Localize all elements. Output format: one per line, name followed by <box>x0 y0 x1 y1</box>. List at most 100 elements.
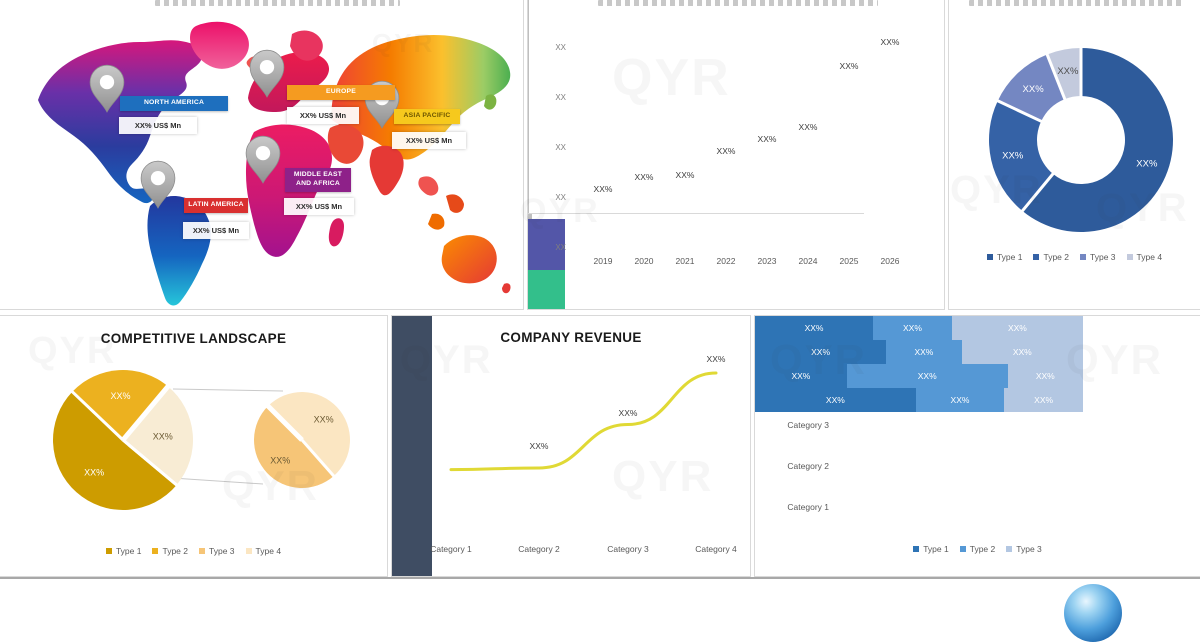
segment-label: XX% <box>1035 371 1055 381</box>
business-legend-item: Type 1 <box>913 544 949 554</box>
x-tick-label: 2022 <box>716 256 736 266</box>
pin-north-america <box>89 64 125 113</box>
segment-Type 3: XX% <box>1007 364 1083 388</box>
x-axis <box>528 213 864 214</box>
legend-marker <box>199 548 205 554</box>
region-label-latin-america: LATIN AMERICA <box>184 198 248 213</box>
region-value-europe: XX% US$ Mn <box>287 107 359 124</box>
legend-marker <box>1033 254 1040 260</box>
donut-slice-Type 2 <box>989 100 1053 211</box>
bar-2019 <box>528 219 565 270</box>
bar-value-label: XX% <box>634 172 654 182</box>
segment-label: XX% <box>1007 323 1027 333</box>
main-pie-slice-label: XX% <box>111 391 131 401</box>
legend-label: Type 1 <box>923 544 949 554</box>
segment-Type 1: XX% <box>755 316 874 340</box>
legend-label: Type 3 <box>1016 544 1042 554</box>
segment-Type 1: XX% <box>755 388 916 412</box>
y-tick-label: XX <box>555 243 566 252</box>
bar-bottom-label: XX% <box>529 512 549 522</box>
slice-gap <box>122 438 179 487</box>
business-revenue-panel: BUSINESS REVENUE Category 4XX%XX%XX%Cate… <box>754 315 1200 577</box>
slice-gap <box>1045 52 1067 101</box>
market-growth-chart-panel: XX XX XX XX XX XX% 2019 XX% 2020 XX% 2021 XX% 2022 XX… <box>527 0 945 310</box>
row-label: Category 3 <box>787 420 829 430</box>
main-pie-slice-Type 2 <box>72 370 168 440</box>
legend-label: Type 1 <box>115 546 142 556</box>
business-legend-item: Type 2 <box>959 544 995 554</box>
segment-Type 3: XX% <box>951 316 1083 340</box>
revenue-line-svg <box>449 371 718 472</box>
segment-label: XX% <box>804 323 824 333</box>
region-value-north-america: XX% US$ Mn <box>119 117 197 134</box>
competitive-legend: Type 1 Type 2 Type 3 Type 4 <box>0 546 387 556</box>
competitive-legend-item: Type 1 <box>105 546 142 556</box>
bar-value-label: XX% <box>839 61 859 71</box>
x-tick-label: 2026 <box>880 256 900 266</box>
bar-Category 2 <box>392 454 432 534</box>
x-tick-label: 2020 <box>634 256 654 266</box>
segment-Type 2: XX% <box>873 316 952 340</box>
globe-logo <box>1064 584 1122 642</box>
legend-label: Type 1 <box>996 252 1023 262</box>
segment-label: XX% <box>811 347 831 357</box>
legend-label: Type 3 <box>1090 252 1116 262</box>
legend-label: Type 2 <box>162 546 188 556</box>
segment-label: XX% <box>914 347 934 357</box>
legend-marker <box>105 548 112 554</box>
donut-legend-item: Type 2 <box>1033 252 1069 262</box>
region-label-europe: EUROPE <box>287 85 395 100</box>
slice-gap <box>265 403 304 442</box>
y-axis <box>528 0 529 213</box>
donut-legend: Type 1 Type 2 Type 3 Type 4 <box>949 252 1200 262</box>
donut-slice-label: XX% <box>1057 66 1079 77</box>
region-label-middle-east-africa: MIDDLE EAST AND AFRICA <box>285 168 351 192</box>
bar-value-label: XX% <box>675 170 695 180</box>
competitive-landscape-panel: COMPETITIVE LANDSCAPE XX% XX% XX% XX% XX% Ty… <box>0 315 388 577</box>
segment-Type 1: XX% <box>755 364 847 388</box>
legend-marker <box>986 254 993 260</box>
segment-label: XX% <box>791 371 811 381</box>
panel-title: COMPETITIVE LANDSCAPE <box>100 331 287 346</box>
secondary-pie-slice-label: XX% <box>270 455 290 465</box>
x-tick-label: 2025 <box>839 256 859 266</box>
pin-europe <box>249 49 285 98</box>
bar-bottom-label: XX% <box>618 512 638 522</box>
slice-gap <box>1020 172 1055 213</box>
region-value-middle-east-africa: XX% US$ Mn <box>284 198 354 215</box>
slice-gap <box>996 99 1043 124</box>
segment-Type 3: XX% <box>961 340 1083 364</box>
bar-value-label: XX% <box>757 134 777 144</box>
competitive-legend-item: Type 4 <box>245 546 281 556</box>
region-label-asia-pacific: ASIA PACIFIC <box>394 109 460 124</box>
donut-slice-label: XX% <box>1136 159 1158 170</box>
legend-marker <box>245 548 252 554</box>
x-tick-label: 2021 <box>675 256 695 266</box>
bar-line-chart: XX% Category 1 XX% XX% Category 2 XX% XX% Categ… <box>392 316 750 576</box>
pie-of-pie-chart: XX% XX% XX% XX% XX% <box>0 316 387 576</box>
row-label: Category 2 <box>787 461 829 471</box>
legend-label: Type 2 <box>1043 252 1069 262</box>
donut-slice-label: XX% <box>1023 84 1045 95</box>
bar-value-label: XX% <box>880 37 900 47</box>
connector-line <box>171 477 264 485</box>
secondary-pie-slice-label: XX% <box>314 415 334 425</box>
y-tick-mark <box>528 214 532 215</box>
pin-latin-america <box>140 160 176 209</box>
legend-marker <box>913 546 920 552</box>
y-tick-mark <box>528 218 532 219</box>
segment-label: XX% <box>902 323 922 333</box>
donut-legend-item: Type 1 <box>986 252 1023 262</box>
clipped-panel-title <box>155 0 400 6</box>
segment-Type 3: XX% <box>1004 388 1083 412</box>
bar-Category 1 <box>392 316 432 454</box>
y-tick-label: XX <box>555 93 566 102</box>
competitive-legend-item: Type 2 <box>152 546 188 556</box>
connector-line <box>172 388 284 392</box>
bar-value-label: XX% <box>593 184 613 194</box>
bar-value-label: XX% <box>798 122 818 132</box>
type-share-donut-panel: XX% XX% XX% XX% Type 1 Type 2 Type 3 Type 4 <box>948 0 1200 310</box>
region-label-north-america: NORTH AMERICA <box>120 96 228 111</box>
donut-legend-item: Type 3 <box>1080 252 1116 262</box>
y-tick-mark <box>528 217 532 218</box>
